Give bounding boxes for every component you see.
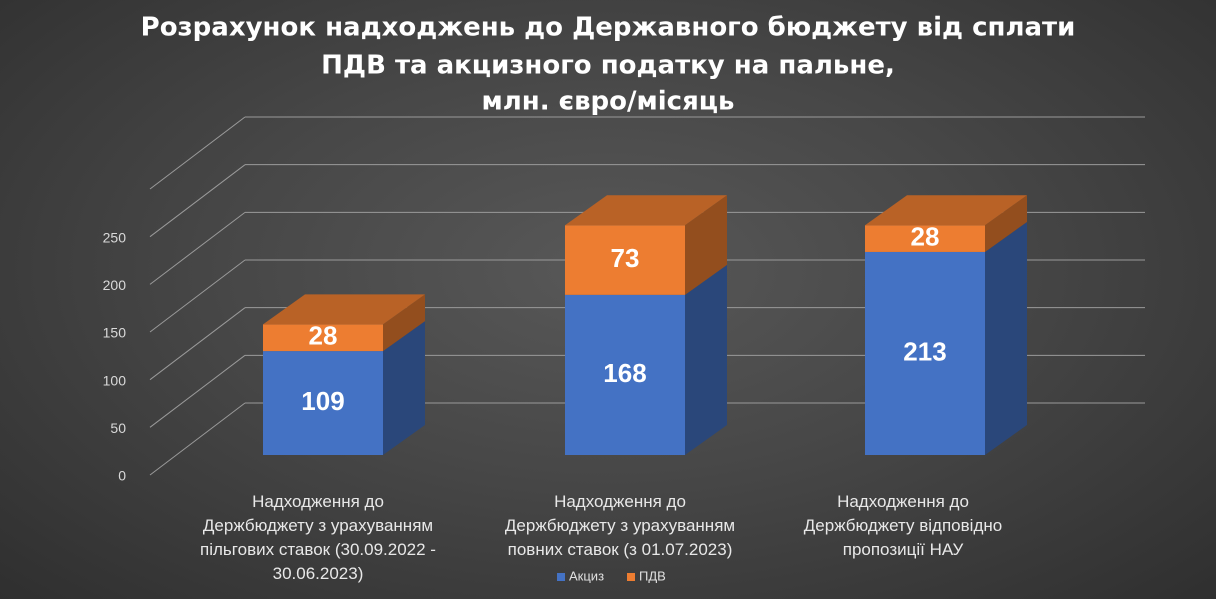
data-label: 213	[903, 336, 946, 366]
bar-пдв-side	[685, 195, 727, 295]
legend-swatch	[627, 573, 635, 581]
data-label: 28	[911, 221, 940, 251]
bar-пдв-front	[865, 225, 985, 252]
data-label: 168	[603, 358, 646, 388]
y-tick-label: 200	[103, 277, 127, 293]
category-label: пільгових ставок (30.09.2022 -	[200, 540, 436, 559]
category-labels: Надходження до Держбюджету з урахуванням п…	[200, 492, 1002, 583]
bar-пдв-front	[263, 324, 383, 352]
bar-пдв-side	[383, 294, 425, 352]
legend-label: Акциз	[569, 568, 604, 583]
chart-title-line: млн. євро/місяць	[481, 87, 734, 117]
legend-label: ПДВ	[639, 568, 666, 583]
category-label: Держбюджету відповідно	[804, 516, 1002, 535]
gridline-diagonal	[149, 402, 246, 476]
bar-акциз-side	[685, 264, 727, 455]
bar-акциз-front	[865, 251, 985, 455]
category-label: 30.06.2023)	[273, 564, 364, 583]
chart-title-line: ПДВ та акцизного податку на пальне,	[321, 51, 895, 81]
y-tick-label: 150	[103, 325, 127, 341]
y-axis-ticks: 0 50 100 150 200 250	[103, 229, 127, 483]
bar-top-face	[865, 195, 1027, 226]
y-tick-label: 100	[103, 372, 127, 388]
data-label: 28	[309, 321, 338, 351]
category-label: Держбюджету з урахуванням	[505, 516, 735, 535]
gridline-diagonal	[149, 116, 246, 190]
category-label: пропозиції НАУ	[843, 540, 964, 559]
gridline-diagonal	[149, 307, 246, 381]
bar-пдв-side	[985, 195, 1027, 252]
bar-top-face	[565, 195, 727, 226]
gridline-diagonal	[149, 259, 246, 333]
chart-title-line: Розрахунок надходжень до Державного бюдж…	[141, 13, 1076, 43]
category-label: повних ставок (з 01.07.2023)	[508, 540, 733, 559]
gridline-diagonal	[149, 211, 246, 285]
y-tick-label: 250	[103, 229, 127, 245]
bars: 109 28 168 73 213 28	[263, 195, 1027, 455]
legend: Акциз ПДВ	[557, 568, 666, 583]
bar-акциз-front	[565, 294, 685, 455]
bar-top-face	[263, 294, 425, 325]
bar-акциз-side	[985, 221, 1027, 455]
gridline-diagonal	[149, 354, 246, 428]
data-label: 109	[301, 386, 344, 416]
category-label: Надходження до	[837, 492, 969, 511]
legend-swatch	[557, 573, 565, 581]
y-tick-label: 0	[118, 468, 126, 484]
category-label: Надходження до	[554, 492, 686, 511]
category-label: Надходження до	[252, 492, 384, 511]
gridline-diagonal	[149, 164, 246, 238]
bar-акциз-side	[383, 321, 425, 455]
y-tick-label: 50	[110, 420, 126, 436]
chart-title: Розрахунок надходжень до Державного бюдж…	[141, 13, 1076, 117]
bar-пдв-front	[565, 225, 685, 295]
data-label: 73	[611, 243, 640, 273]
category-label: Держбюджету з урахуванням	[203, 516, 433, 535]
bar-акциз-front	[263, 351, 383, 455]
